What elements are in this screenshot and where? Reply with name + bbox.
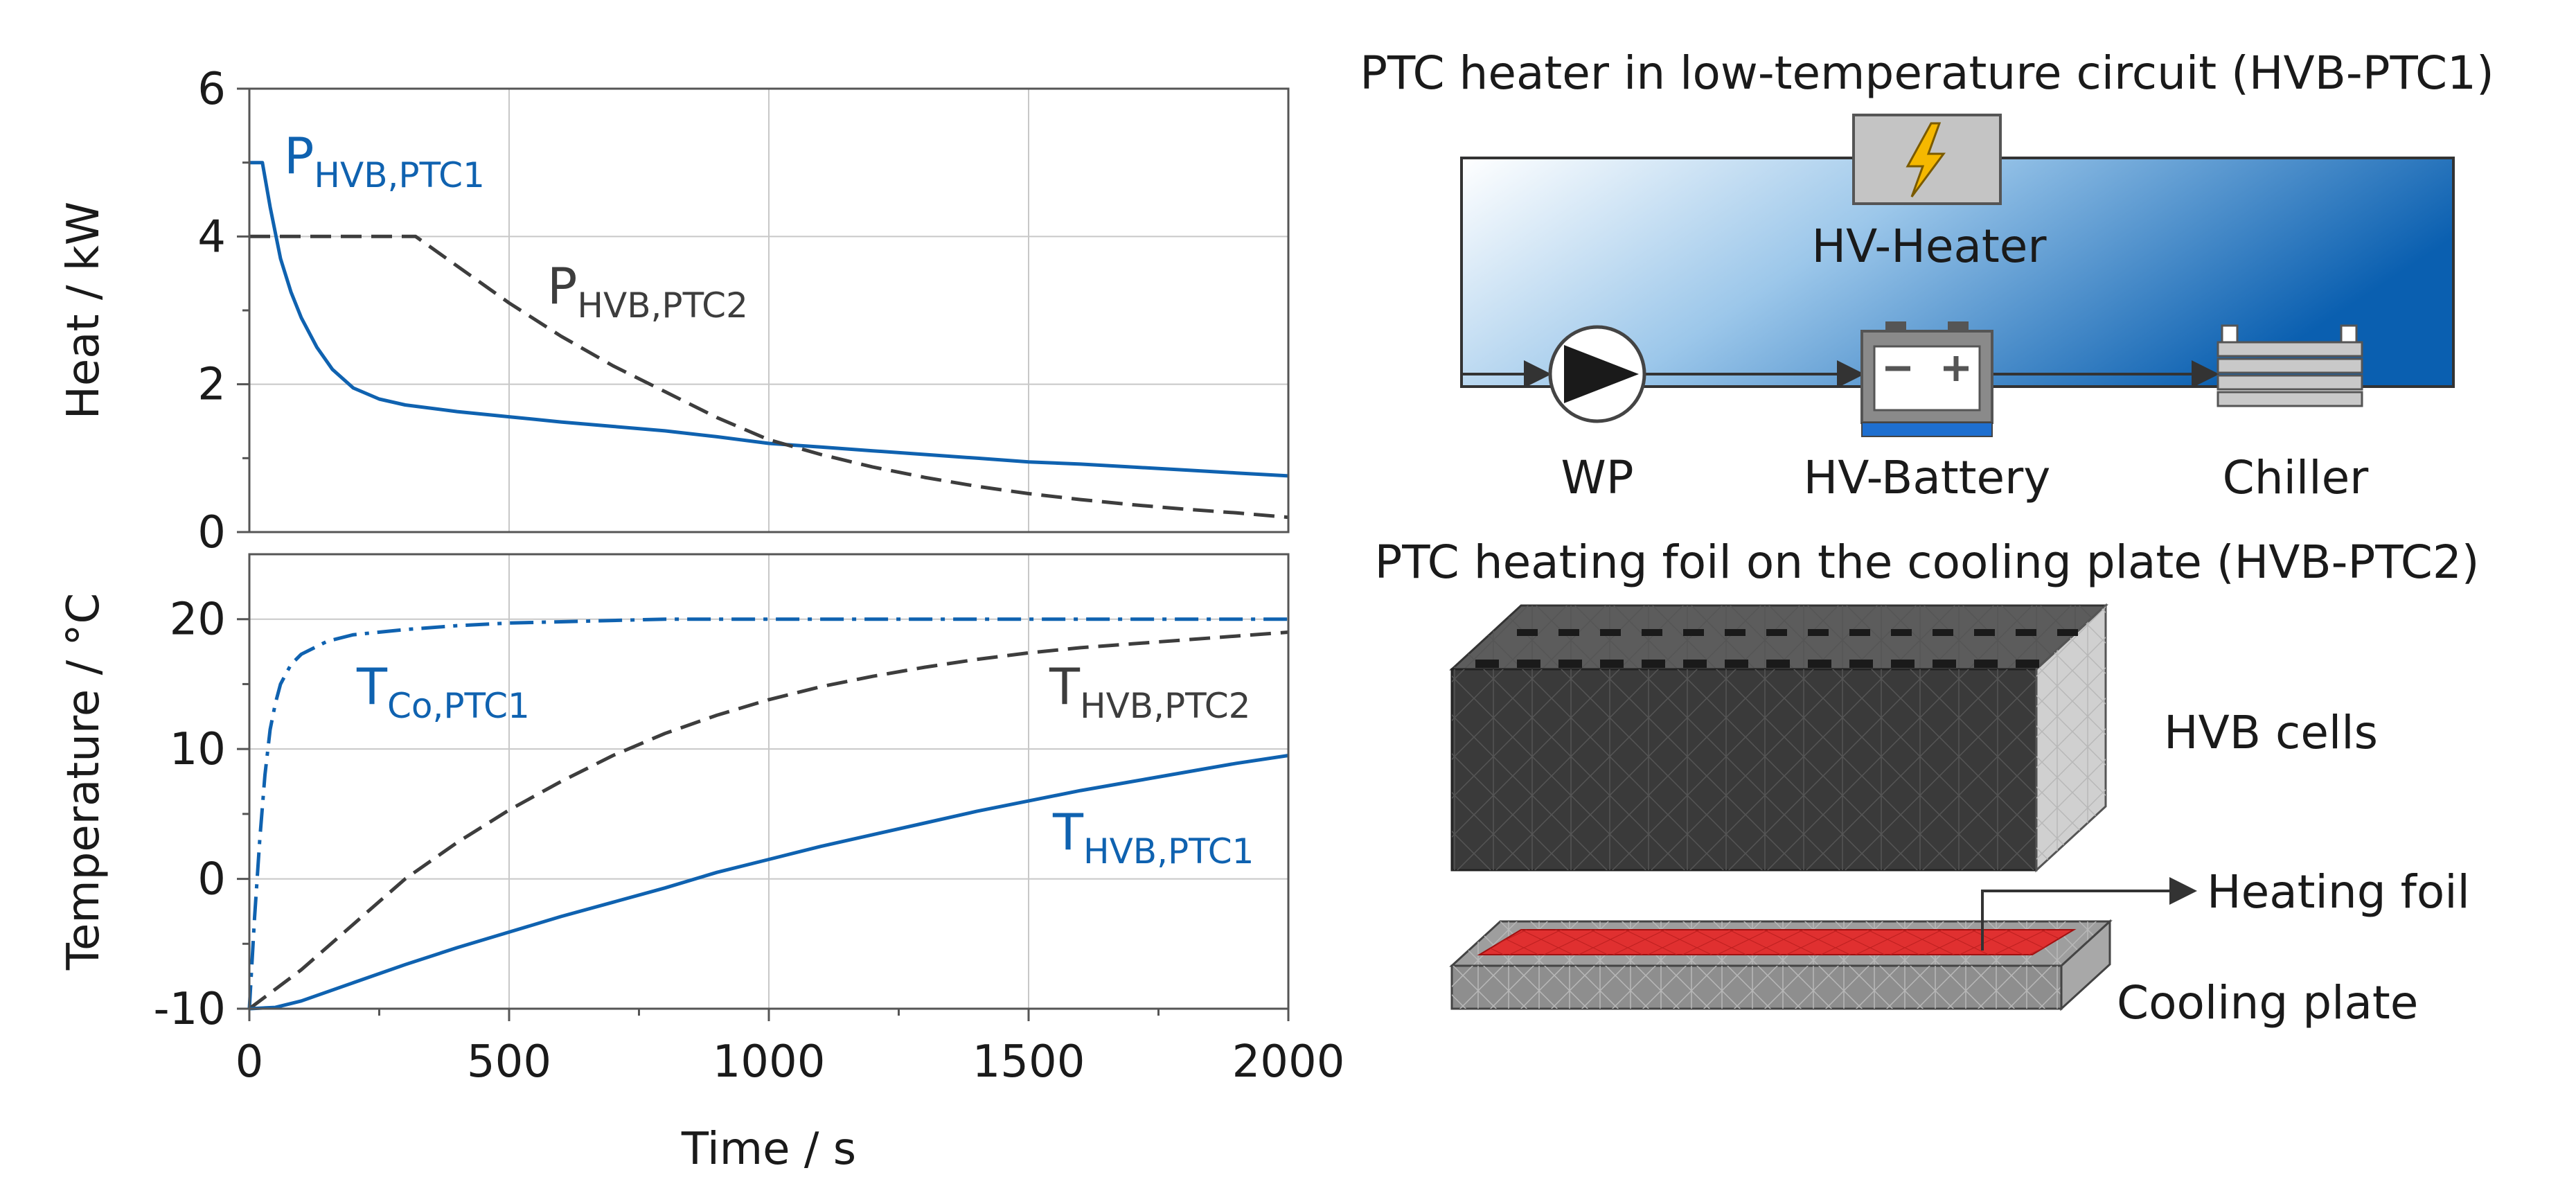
cell-terminal [1517,660,1540,668]
cell-terminal [1600,629,1621,636]
series-label-main: P [547,257,577,315]
cell-terminal [1600,660,1624,668]
y-tick-label: 6 [197,64,226,115]
x-tick-label: 500 [467,1036,551,1088]
heat-chart-y-ticks: 0 2 4 6 [197,64,249,558]
series-label-sub: HVB,PTC2 [1080,686,1250,726]
series-label-t-hvb-ptc2: THVB,PTC2 [1049,657,1250,726]
series-label-sub: HVB,PTC2 [577,285,747,326]
y-tick-label: 4 [197,211,226,263]
cooling-plate-label: Cooling plate [2117,976,2418,1029]
cell-terminal [1849,660,1873,668]
foil-title: PTC heating foil on the cooling plate (H… [1374,536,2479,589]
battery-icon [1860,321,1993,437]
series-line-t-co-ptc1 [247,617,1288,1009]
cells-side-mesh [2036,606,2106,870]
cell-terminal [2016,629,2036,636]
plate-front-mesh [1452,966,2061,1009]
temperature-chart-x-ticks: 0 500 1000 1500 2000 [236,1009,1345,1088]
series-label-sub: HVB,PTC1 [314,155,484,195]
cell-terminal [1683,660,1707,668]
cell-terminal [1891,660,1915,668]
series-line-t-hvb-ptc1 [249,754,1289,1011]
cell-terminal [2016,660,2039,668]
heating-foil-mesh [1480,930,2074,955]
hvb-cells-label: HVB cells [2164,706,2378,759]
x-tick-label: 2000 [1232,1036,1345,1088]
cell-terminal [1642,660,1665,668]
heat-chart-y-axis-label: Heat / kW [58,202,109,419]
chiller-label: Chiller [2223,451,2370,504]
series-label-main: T [1049,657,1081,716]
cell-terminal [1808,660,1831,668]
x-axis-label: Time / s [681,1124,856,1175]
series-label-main: T [356,657,388,716]
cell-terminal [1642,629,1662,636]
series-line-p-hvb-ptc1 [249,161,1289,478]
cell-terminal [1517,629,1538,636]
cell-terminal [2057,629,2078,636]
cell-terminal [1933,660,1956,668]
x-tick-label: 0 [236,1036,264,1088]
cells-front-mesh [1452,669,2036,870]
lightning-bolt-icon [1906,122,1946,197]
series-label-sub: Co,PTC1 [387,686,530,726]
cell-terminal [1849,629,1870,636]
cell-terminal [1766,629,1787,636]
cell-terminal [1725,660,1748,668]
temperature-chart-y-axis-label: Temperature / °C [58,593,109,971]
cell-terminal [1725,629,1746,636]
cooling-plate [1449,919,2113,1011]
hv-heater-label: HV-Heater [1811,220,2047,273]
series-label-main: P [284,127,314,185]
heating-foil-diagram: PTC heating foil on the cooling plate (H… [1374,536,2479,1029]
series-label-main: T [1052,803,1084,861]
cell-terminal [1974,629,1995,636]
y-tick-label: 20 [170,594,226,646]
temperature-chart-series [247,617,1289,1011]
circuit-diagram: PTC heater in low-temperature circuit (H… [1360,46,2494,504]
pump-triangle [1564,345,1639,403]
cell-terminal [1891,629,1912,636]
heating-foil-label: Heating foil [2207,865,2470,919]
cell-terminal [1475,660,1499,668]
temperature-chart-y-ticks: -10 0 10 20 [153,594,249,1035]
cell-terminal [1808,629,1829,636]
y-tick-label: 0 [197,507,226,558]
cell-terminals [1475,629,2078,668]
series-label-t-hvb-ptc1: THVB,PTC1 [1052,803,1254,872]
cell-terminal [1558,660,1582,668]
heat-chart-series [249,161,1289,520]
cells-top-mesh [1452,606,2106,669]
series-line-p-hvb-ptc2 [249,234,1289,520]
y-tick-label: 10 [170,724,226,775]
cell-terminal [1933,629,1953,636]
cell-terminal [1974,660,1998,668]
y-tick-label: -10 [153,984,226,1035]
cell-terminal [1683,629,1704,636]
chiller-icon [2217,324,2363,407]
series-line-t-hvb-ptc2 [248,630,1289,1011]
heating-foil-pointer [1981,877,2197,951]
cell-terminal [1766,660,1790,668]
y-tick-label: 2 [197,360,226,411]
series-label-p-hvb-ptc2: PHVB,PTC2 [547,257,748,326]
circuit-title: PTC heater in low-temperature circuit (H… [1360,46,2494,100]
battery-label: HV-Battery [1804,451,2051,504]
plate-side-face [2060,919,2111,1011]
hvb-cells-block [1449,603,2108,873]
x-tick-label: 1500 [972,1036,1085,1088]
pump-label: WP [1561,451,1633,504]
cell-terminal [1558,629,1579,636]
series-label-p-hvb-ptc1: PHVB,PTC1 [284,127,485,195]
x-tick-label: 1000 [713,1036,826,1088]
series-label-sub: HVB,PTC1 [1083,831,1254,872]
heat-chart-grid [249,89,1288,532]
series-label-t-co-ptc1: TCo,PTC1 [356,657,530,726]
y-tick-label: 0 [197,854,226,905]
